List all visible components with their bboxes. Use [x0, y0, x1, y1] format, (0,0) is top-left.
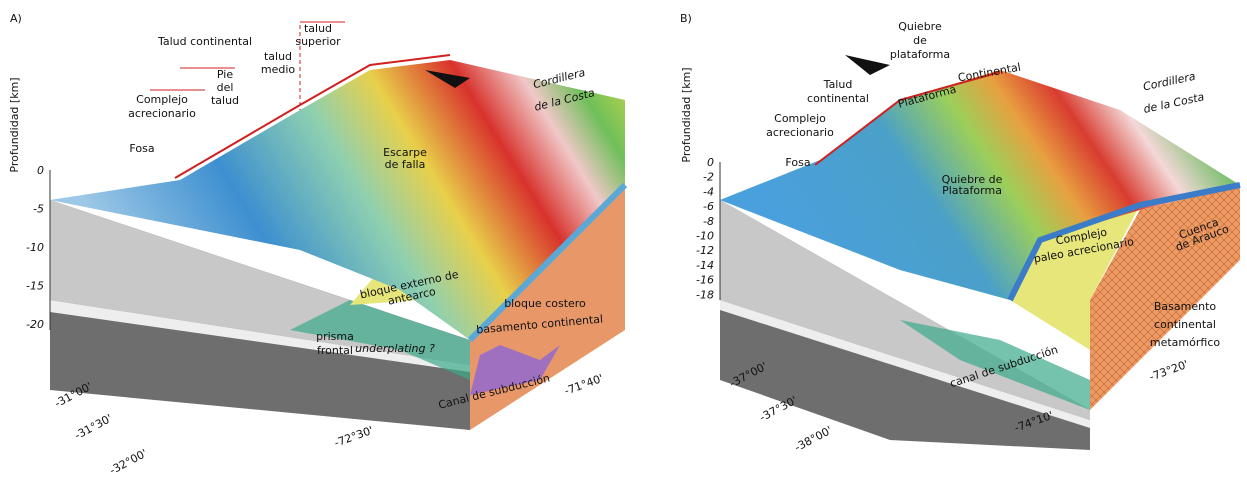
label-line: Complejo — [136, 93, 188, 106]
label-line: frontal — [317, 344, 353, 357]
label-line: de falla — [385, 158, 426, 171]
label-line: metamórfico — [1150, 336, 1220, 349]
label-line: prisma — [316, 330, 354, 343]
label: underplating ? — [355, 342, 435, 355]
depth-tick: -2 — [703, 171, 714, 184]
label-line: Talud — [823, 78, 853, 91]
label: Talud continental — [157, 35, 252, 48]
coordinate: -73°20' — [1148, 358, 1191, 384]
depth-tick: 0 — [37, 164, 44, 177]
depth-tick: -12 — [696, 244, 714, 257]
label-line: Quiebre — [898, 20, 942, 33]
depth-tick: 0 — [707, 156, 714, 169]
depth-tick: -20 — [26, 318, 44, 331]
depth-tick: -15 — [26, 280, 44, 293]
panel-tag: A) — [10, 12, 22, 25]
label-line: Fosa — [785, 156, 810, 169]
label-line: de — [913, 34, 927, 47]
label-line: talud — [304, 22, 332, 35]
label-line: Basamento — [1154, 300, 1217, 313]
depth-tick: -18 — [696, 288, 714, 301]
label-line: talud — [211, 94, 239, 107]
label-line: Complejo — [774, 112, 826, 125]
label-line: plataforma — [890, 48, 950, 61]
label: bloque costero — [504, 297, 586, 310]
depth-tick: -8 — [703, 215, 714, 228]
label-line: continental — [1154, 318, 1216, 331]
label-line: acrecionario — [128, 107, 196, 120]
label: Cordillerade la Costa — [1138, 69, 1206, 116]
depth-tick: -10 — [26, 241, 44, 254]
label-line: underplating ? — [355, 342, 435, 355]
label-line: talud — [264, 50, 292, 63]
depth-tick: -6 — [703, 200, 714, 213]
label-line: Pie — [217, 68, 233, 81]
label-line: Fosa — [129, 142, 154, 155]
north-arrow — [845, 55, 890, 75]
label-line: Cordillera — [1142, 70, 1197, 94]
depth-tick: -14 — [696, 259, 714, 272]
depth-tick: -10 — [696, 230, 714, 243]
label-line: Plataforma — [942, 184, 1002, 197]
coordinate: -38°00' — [792, 424, 834, 454]
figure: A)Profundidad [km]0-5-10-15-20Talud cont… — [0, 0, 1247, 483]
label-line: acrecionario — [766, 126, 834, 139]
coordinate: -71°40' — [563, 372, 606, 398]
label: Fosa — [785, 156, 810, 169]
axis-title: Profundidad [km] — [8, 77, 21, 172]
depth-tick: -16 — [696, 274, 714, 287]
depth-tick: -5 — [33, 203, 44, 216]
coordinate: -31°30' — [72, 412, 114, 442]
label-line: bloque costero — [504, 297, 586, 310]
panel-tag: B) — [680, 12, 692, 25]
depth-tick: -4 — [703, 185, 714, 198]
label-line: de la Costa — [1142, 90, 1205, 116]
label: Basamento continental metamórfico — [1150, 300, 1220, 349]
coordinate: -32°00' — [107, 447, 149, 477]
label-line: superior — [295, 35, 341, 48]
label-line: continental — [807, 92, 869, 105]
label: Fosa — [129, 142, 154, 155]
coordinate: -72°30' — [333, 424, 376, 450]
label-line: medio — [261, 63, 296, 76]
label-line: Talud continental — [157, 35, 252, 48]
axis-title: Profundidad [km] — [680, 67, 693, 162]
label-line: del — [217, 81, 234, 94]
